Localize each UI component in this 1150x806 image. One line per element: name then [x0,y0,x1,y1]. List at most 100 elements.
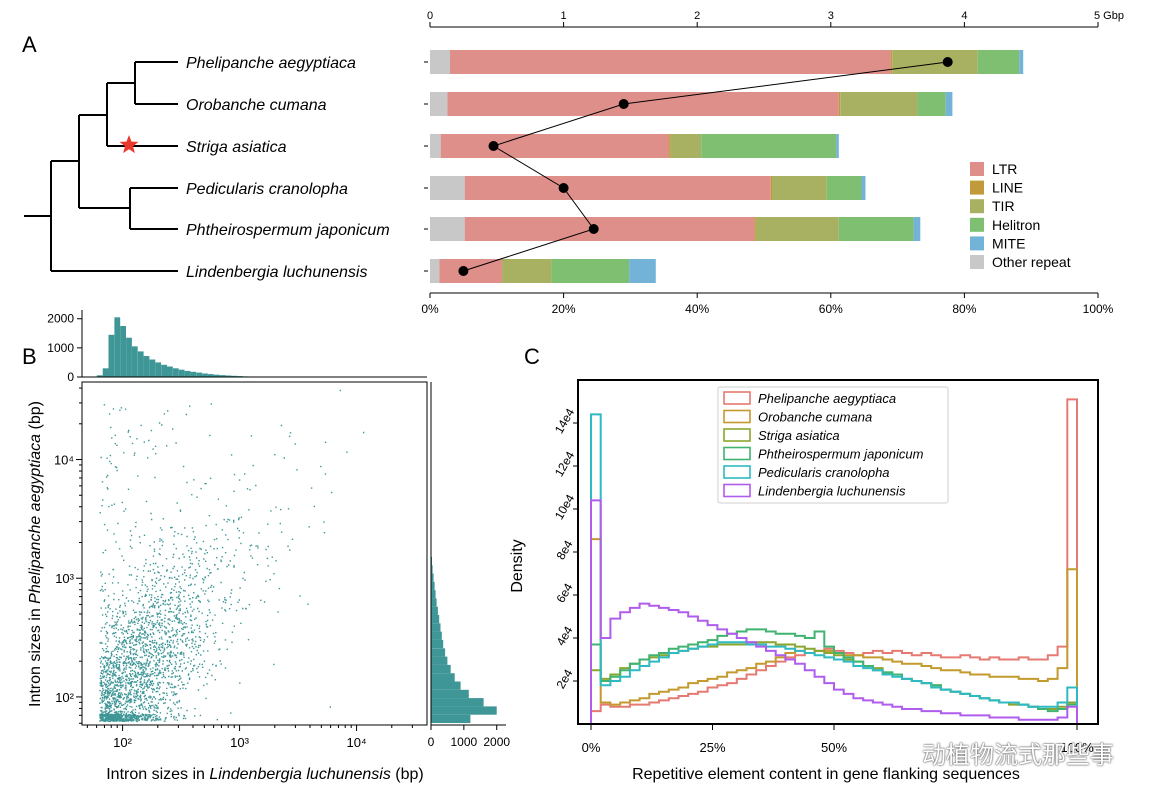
bar-segment-line [669,134,671,158]
c-legend-swatch [723,428,751,442]
right-hist-bar [431,639,444,649]
bar-segment-ltr [439,259,503,283]
top-hist-bar [172,368,179,377]
bar-segment-helitron [917,92,946,116]
legend-swatch [970,162,984,176]
legend-swatch [970,236,984,251]
legend-label: LINE [992,180,1023,196]
tree-leaf-label: Lindenbergia luchunensis [186,264,367,281]
c-x-axis-label: Repetitive element content in gene flank… [632,766,1020,783]
right-hist-bar [431,706,497,715]
bar-segment-helitron [551,259,630,283]
percent-marker [942,57,953,67]
c-legend-label: Lindenbergia luchunensis [758,484,906,499]
bottom-axis-tick-label: 20% [552,302,576,316]
c-legend-label: Orobanche cumana [758,410,872,425]
bar-segment-mite [836,134,839,158]
right-hist-bar [431,581,435,591]
bar-segment-ltr [464,176,771,200]
top-hist-bar [155,362,162,377]
panel-label-c: C [524,344,540,369]
c-y-tick-label: 6e4 [553,581,575,606]
bottom-axis-tick-label: 40% [685,302,709,316]
top-hist-bar [231,375,238,377]
bar-segment-ltr [440,134,670,158]
star-marker-icon [119,135,139,154]
c-x-tick-label: 25% [699,740,725,755]
phylogenetic-tree: Phelipanche aegyptiaca Orobanche cumana St… [24,55,390,281]
c-legend-swatch [723,446,751,461]
bar-segment-line [754,217,756,241]
bar-segment-helitron [838,217,914,241]
y-axis-label: Intron sizes in Phelipanche aegyptiaca (… [27,401,44,707]
right-hist-tick-label: 2000 [483,735,510,749]
density-line [590,413,1078,724]
top-hist-bar [96,375,103,377]
c-y-tick-label: 4e4 [553,624,575,649]
x-axis-label-species: Lindenbergia luchunensis [209,766,390,783]
c-legend-swatch [723,391,751,405]
bar-segment-ltr [450,50,891,74]
c-y-tick-label: 10e4 [552,492,578,522]
x-axis-label-suffix: (bp) [391,766,424,783]
c-x-tick-label: 50% [821,740,847,755]
top-hist-bar [143,356,150,377]
c-legend-swatch [723,409,751,424]
bar-segment-tir [892,50,978,74]
x-tick-label: 10³ [230,735,249,750]
right-hist-bar [431,673,455,682]
right-hist-bar [431,656,448,665]
legend-swatch [970,199,984,214]
percent-marker [488,141,499,151]
top-hist-bar [184,370,191,377]
top-hist-bar [108,334,115,377]
c-x-tick-label: 0% [582,740,601,755]
right-hist-tick-label: 0 [428,735,435,749]
top-hist-bar [161,364,167,377]
legend-label: LTR [992,161,1017,177]
top-hist-bar [219,375,226,377]
right-hist-bar [431,698,484,707]
bottom-axis-tick-label: 80% [952,302,976,316]
c-legend-label: Phelipanche aegyptiaca [758,391,896,406]
top-hist-bar [149,359,156,377]
legend-label: MITE [992,235,1025,251]
c-y-tick-label: 12e4 [552,449,578,479]
top-hist-tick-label: 1000 [47,341,74,355]
top-hist-bar [225,375,232,377]
y-tick-label: 10³ [55,571,74,586]
top-axis-tick-label: 4 [961,10,967,22]
right-hist-bar [431,623,441,632]
top-hist-bar [131,346,138,377]
y-axis-label-prefix: Intron sizes in [27,604,44,707]
panel-label-a: A [22,32,37,57]
top-hist-bar [102,368,109,377]
bar-segment-helitron [826,176,862,200]
bar-segment-other-repeat [430,92,448,116]
c-legend-swatch [723,465,751,479]
bar-segment-other-repeat [430,217,465,241]
top-hist-bar [120,326,126,377]
c-legend-label: Pedicularis cranolopha [758,465,890,480]
c-y-tick-label: 14e4 [552,406,578,436]
bar-segment-mite [629,259,656,283]
right-hist-bar [431,664,451,674]
bar-segment-mite [1019,50,1024,74]
top-hist-bar [202,373,208,377]
bar-segment-helitron [977,50,1020,74]
repeat-content-bar-chart: 0 1 2 3 4 5 Gbp 0% 20% 40% 60% 80% 100% LTR LINE TIR He… [421,10,1124,316]
scatter-frame [81,381,428,726]
bar-segment-line [890,50,893,74]
top-hist-bar [126,337,132,377]
top-hist-bar [213,374,220,377]
c-y-tick-label: 8e4 [553,538,575,563]
top-axis-tick-label: 2 [694,10,700,22]
bar-segment-tir [502,259,552,283]
c-legend-swatch [723,483,751,498]
c-legend-box [717,386,949,504]
x-tick-label: 10² [113,735,132,750]
top-hist-bar [178,369,185,377]
percent-marker [588,224,599,234]
bar-segment-ltr [447,92,839,116]
